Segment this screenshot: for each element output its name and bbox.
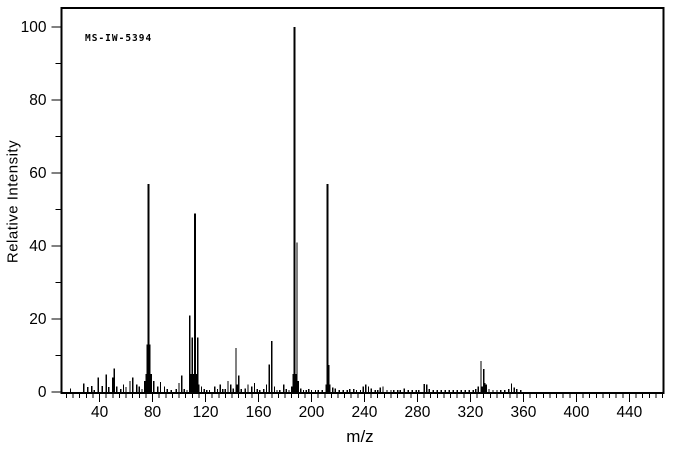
x-tick-label: 320	[458, 404, 484, 421]
y-tick-label: 100	[21, 19, 47, 36]
y-tick-label: 0	[38, 384, 47, 401]
x-tick-label: 200	[299, 404, 325, 421]
x-tick-label: 80	[144, 404, 162, 421]
y-tick-label: 60	[29, 165, 47, 182]
x-tick-label: 120	[193, 404, 219, 421]
x-tick-label: 400	[563, 404, 589, 421]
x-tick-label: 160	[246, 404, 272, 421]
y-axis-title: Relative Intensity	[4, 139, 22, 264]
x-tick-label: 360	[510, 404, 536, 421]
x-tick-label: 280	[405, 404, 431, 421]
x-axis-title: m/z	[346, 427, 374, 446]
spectrum-id-label: MS-IW-5394	[85, 33, 153, 44]
y-tick-label: 40	[29, 238, 47, 255]
x-tick-label: 440	[616, 404, 642, 421]
y-tick-label: 80	[29, 92, 47, 109]
x-tick-label: 40	[91, 404, 109, 421]
plot-border	[60, 7, 665, 394]
x-tick-label: 240	[352, 404, 378, 421]
y-tick-label: 20	[29, 311, 47, 328]
